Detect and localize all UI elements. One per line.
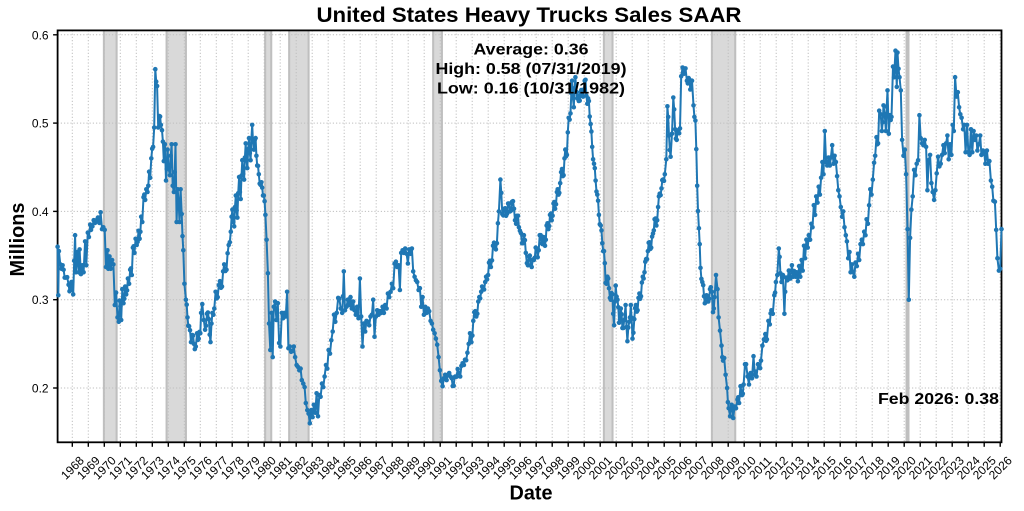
svg-text:Millions: Millions <box>7 203 29 277</box>
svg-text:Feb 2026: 0.38: Feb 2026: 0.38 <box>878 391 999 408</box>
svg-text:Average: 0.36: Average: 0.36 <box>474 41 589 58</box>
svg-text:0.4: 0.4 <box>32 205 49 219</box>
svg-text:United States Heavy Trucks Sal: United States Heavy Trucks Sales SAAR <box>317 4 742 27</box>
svg-text:High: 0.58 (07/31/2019): High: 0.58 (07/31/2019) <box>436 61 627 78</box>
svg-text:0.2: 0.2 <box>32 382 49 396</box>
svg-text:0.5: 0.5 <box>32 117 49 131</box>
svg-text:Date: Date <box>510 483 553 505</box>
svg-text:0.3: 0.3 <box>32 293 49 307</box>
svg-text:Low: 0.16 (10/31/1982): Low: 0.16 (10/31/1982) <box>437 80 625 97</box>
svg-text:0.6: 0.6 <box>32 28 49 42</box>
